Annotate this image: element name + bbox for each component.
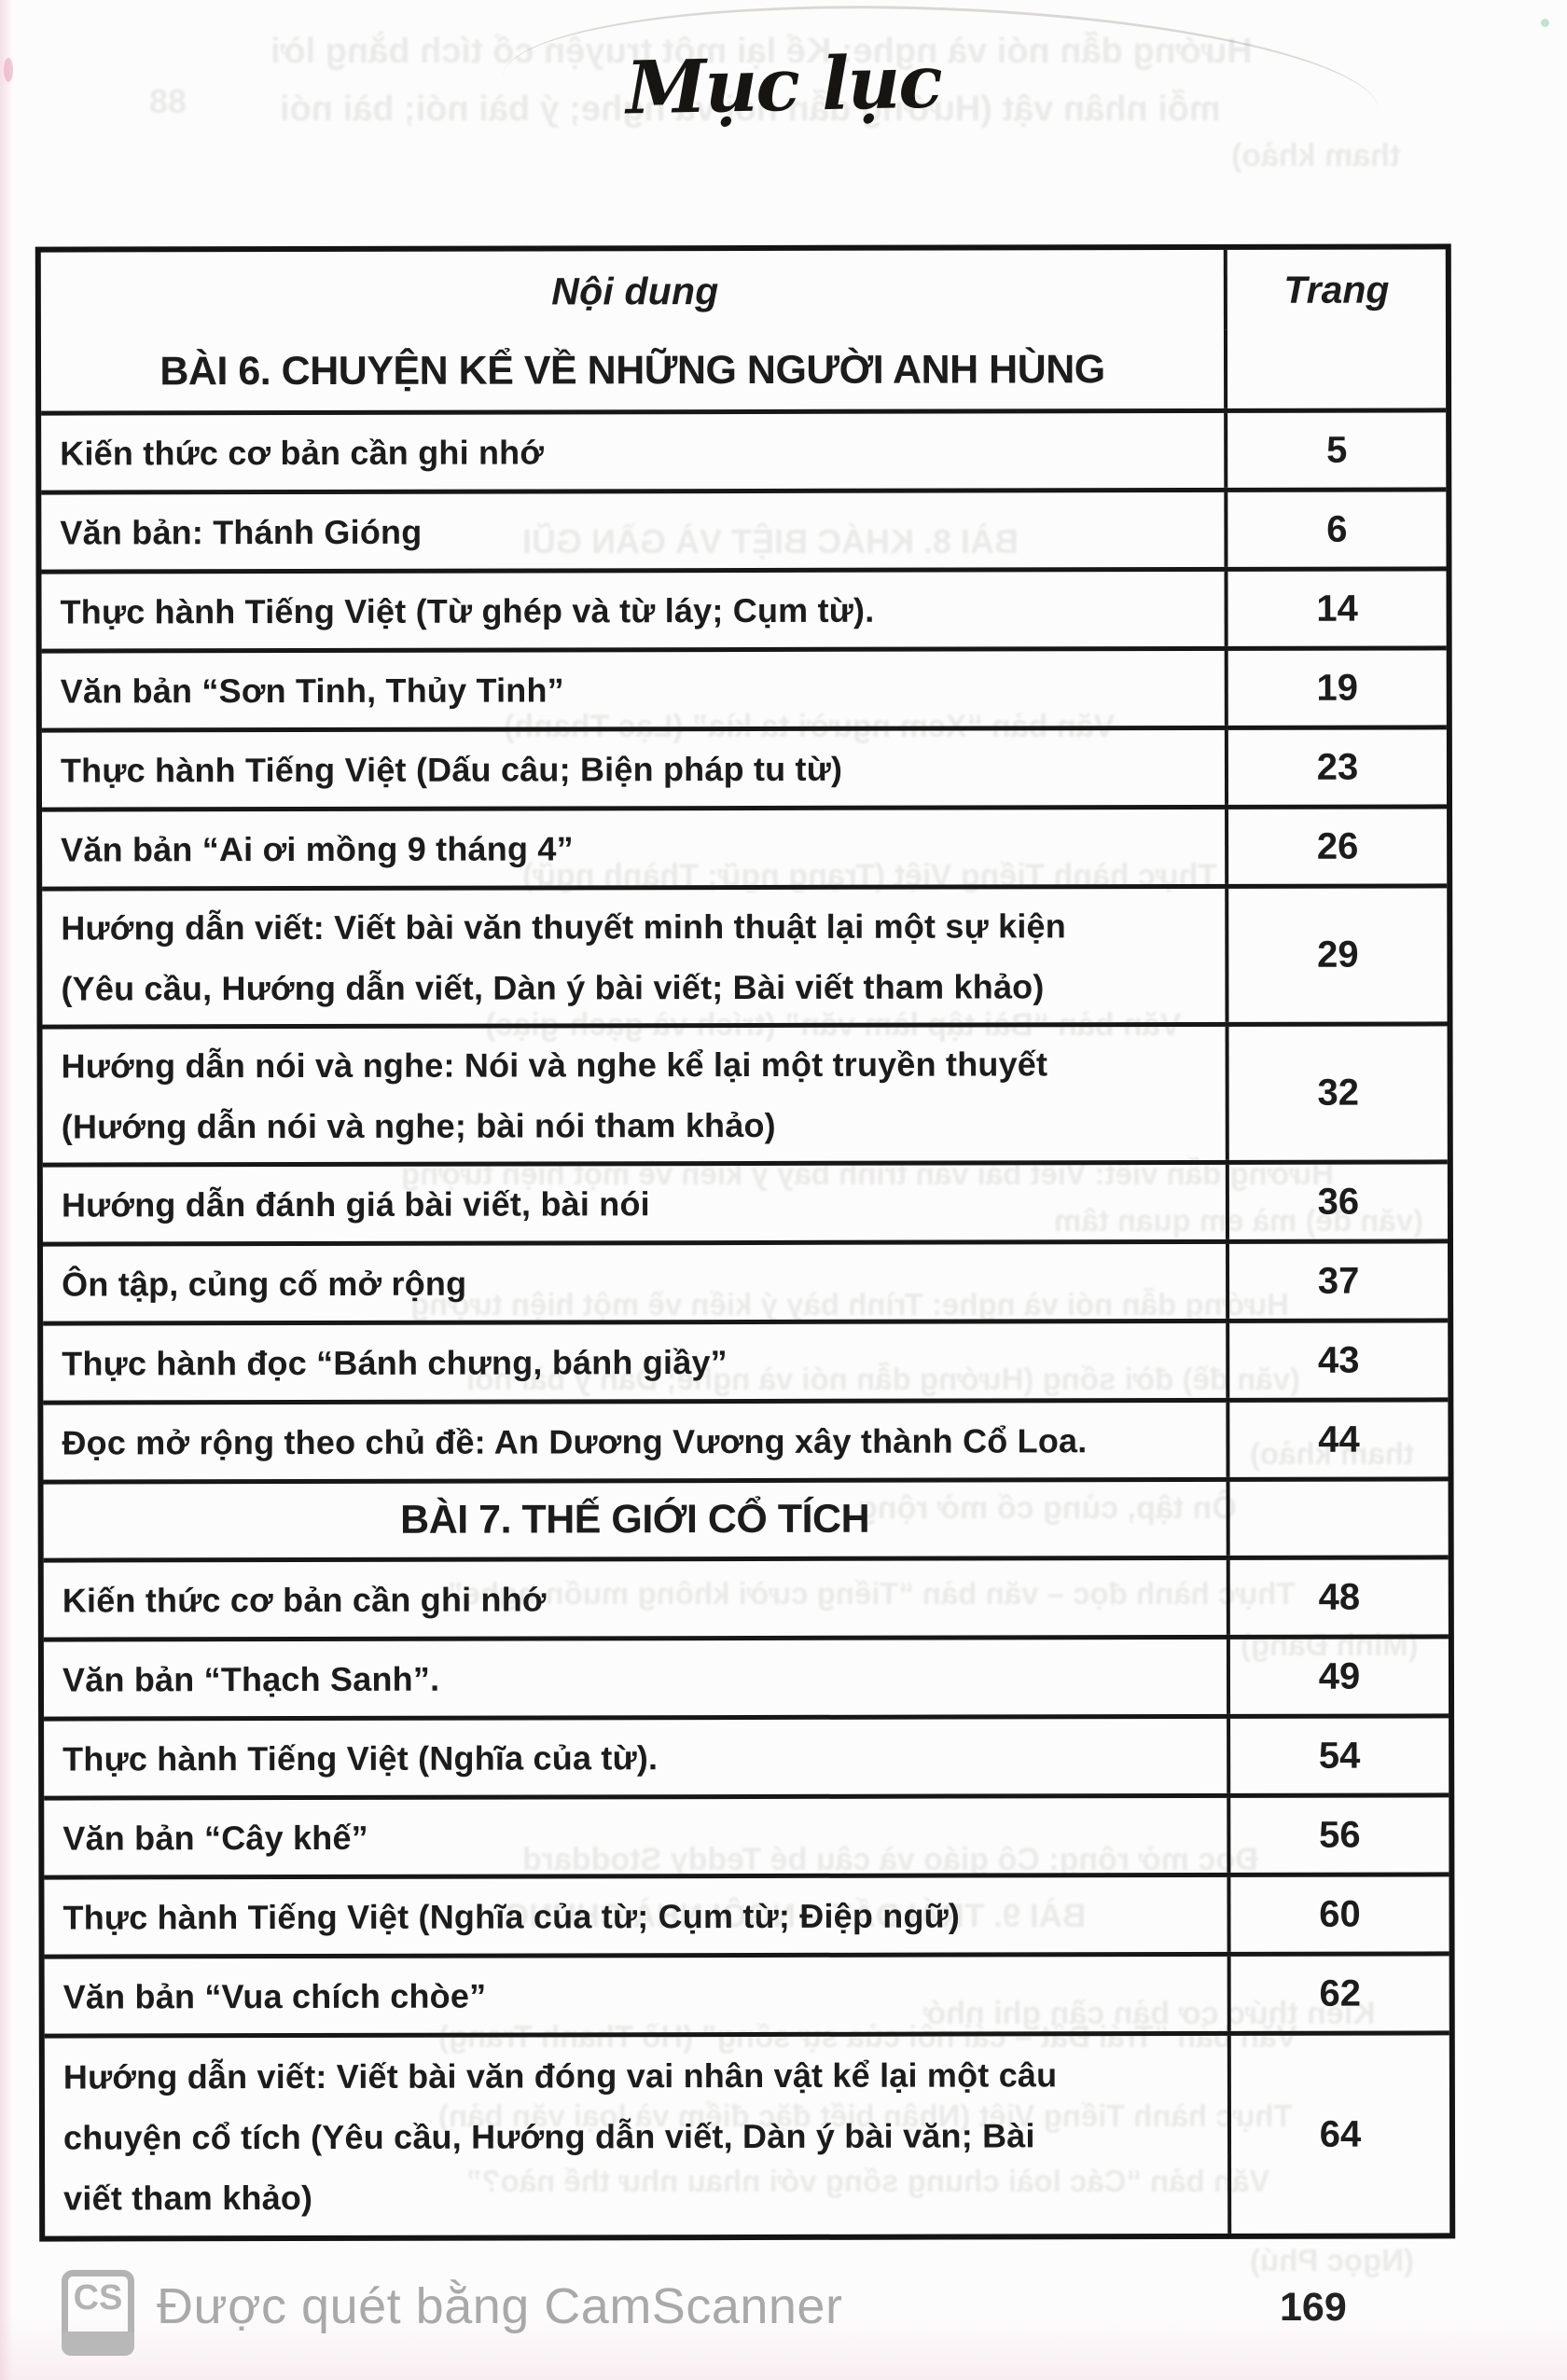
row-page-number: 44 — [1226, 1402, 1449, 1477]
row-content: Hướng dẫn đánh giá bài viết, bài nói — [61, 1183, 650, 1225]
table-row: Văn bản “Ai ơi mồng 9 tháng 4” 26 — [42, 804, 1448, 887]
row-page-number: 32 — [1225, 1026, 1448, 1160]
row-content: Thực hành đọc “Bánh chưng, bánh giầy” — [62, 1342, 728, 1383]
bleedthrough-text: tham khảo) — [1231, 138, 1401, 173]
row-content: Hướng dẫn viết: Viết bài văn đóng vai nh… — [62, 2055, 1058, 2218]
row-page-number: 6 — [1224, 491, 1447, 567]
row-page-number: 5 — [1224, 412, 1447, 488]
camscanner-icon-bed — [62, 2332, 134, 2356]
row-content: Văn bản “Thạch Sanh”. — [62, 1659, 440, 1699]
table-row: Kiến thức cơ bản cần ghi nhớ 5 — [41, 408, 1447, 491]
table-row: Thực hành Tiếng Việt (Từ ghép và từ láy;… — [41, 566, 1447, 649]
table-row: Hướng dẫn đánh giá bài viết, bài nói 36 — [42, 1159, 1448, 1242]
row-page-number — [1223, 329, 1447, 408]
camscanner-watermark-text: Được quét bằng CamScanner — [157, 2278, 843, 2334]
row-page-number: 19 — [1224, 650, 1447, 726]
table-row: Đọc mở rộng theo chủ đề: An Dương Vương … — [43, 1397, 1449, 1480]
row-page-number: 48 — [1226, 1559, 1449, 1635]
table-row: Văn bản: Thánh Gióng 6 — [41, 487, 1447, 570]
table-header-row: Nội dung Trang — [41, 249, 1446, 332]
toc-table: Nội dung Trang BÀI 6. CHUYỆN KỂ VỀ NHỮNG… — [35, 243, 1456, 2242]
camscanner-icon-label: CS — [73, 2278, 123, 2318]
table-row: Thực hành Tiếng Việt (Dấu câu; Biện pháp… — [41, 725, 1448, 808]
row-page-number: 60 — [1227, 1876, 1449, 1952]
table-row: Kiến thức cơ bản cần ghi nhớ 48 — [43, 1555, 1449, 1638]
book-page-number: 169 — [1280, 2285, 1347, 2330]
row-content: BÀI 7. THẾ GIỚI CỔ TÍCH — [400, 1496, 870, 1543]
row-page-number: 37 — [1226, 1243, 1449, 1319]
row-content: Thực hành Tiếng Việt (Nghĩa của từ). — [62, 1737, 659, 1778]
row-page-number: 26 — [1225, 809, 1448, 884]
table-row: Văn bản “Vua chích chòe” 62 — [44, 1951, 1449, 2034]
table-row: Thực hành đọc “Bánh chưng, bánh giầy” 43 — [43, 1318, 1449, 1401]
row-page-number: 29 — [1225, 888, 1448, 1022]
table-row: Thực hành Tiếng Việt (Nghĩa của từ). 54 — [44, 1713, 1449, 1796]
row-content: Hướng dẫn viết: Viết bài văn thuyết minh… — [61, 906, 1066, 1008]
camscanner-icon: CS — [62, 2270, 134, 2356]
section-row: BÀI 7. THẾ GIỚI CỔ TÍCH — [43, 1476, 1449, 1558]
row-page-number: 14 — [1224, 571, 1447, 646]
table-row: Văn bản “Cây khế” 56 — [44, 1792, 1449, 1875]
row-content: Kiến thức cơ bản cần ghi nhớ — [62, 1579, 547, 1620]
header-page-label: Trang — [1223, 249, 1446, 330]
table-row: Thực hành Tiếng Việt (Nghĩa của từ; Cụm … — [44, 1872, 1449, 1955]
row-page-number: 64 — [1227, 2035, 1450, 2234]
section-row: BÀI 6. CHUYỆN KỂ VỀ NHỮNG NGƯỜI ANH HÙNG — [41, 329, 1447, 410]
table-row: Hướng dẫn viết: Viết bài văn thuyết minh… — [42, 883, 1448, 1025]
row-content: Thực hành Tiếng Việt (Từ ghép và từ láy;… — [60, 590, 875, 631]
row-content: Văn bản “Ai ơi mồng 9 tháng 4” — [61, 828, 574, 869]
table-row: Văn bản “Thạch Sanh”. 49 — [43, 1634, 1449, 1717]
row-content: Thực hành Tiếng Việt (Dấu câu; Biện pháp… — [60, 749, 843, 790]
table-row: Hướng dẫn viết: Viết bài văn đóng vai nh… — [44, 2030, 1450, 2236]
table-body: BÀI 6. CHUYỆN KỂ VỀ NHỮNG NGƯỜI ANH HÙNG… — [41, 329, 1450, 2236]
row-content: Thực hành Tiếng Việt (Nghĩa của từ; Cụm … — [62, 1896, 961, 1937]
row-page-number: 56 — [1227, 1797, 1449, 1873]
header-content-label: Nội dung — [551, 269, 719, 312]
scanner-footer: CS Được quét bằng CamScanner 169 — [0, 2264, 1567, 2367]
row-content: Hướng dẫn nói và nghe: Nói và nghe kể lạ… — [61, 1044, 1048, 1146]
row-page-number: 36 — [1225, 1164, 1448, 1239]
row-page-number: 54 — [1227, 1718, 1449, 1793]
row-content: BÀI 6. CHUYỆN KỂ VỀ NHỮNG NGƯỜI ANH HÙNG — [159, 346, 1105, 394]
table-row: Ôn tập, củng cố mở rộng 37 — [42, 1238, 1449, 1321]
row-page-number — [1226, 1481, 1449, 1556]
row-content: Ôn tập, củng cố mở rộng — [62, 1264, 467, 1304]
row-content: Văn bản “Cây khế” — [62, 1818, 368, 1858]
row-page-number: 23 — [1224, 729, 1448, 805]
row-content: Văn bản “Vua chích chòe” — [62, 1976, 487, 2016]
row-content: Văn bản: Thánh Gióng — [60, 512, 423, 552]
row-page-number: 62 — [1227, 1956, 1449, 2031]
row-content: Đọc mở rộng theo chủ đề: An Dương Vương … — [62, 1420, 1088, 1462]
row-page-number: 43 — [1226, 1322, 1449, 1398]
row-content: Văn bản “Sơn Tinh, Thủy Tinh” — [60, 670, 564, 711]
row-content: Kiến thức cơ bản cần ghi nhớ — [60, 432, 545, 473]
table-row: Hướng dẫn nói và nghe: Nói và nghe kể lạ… — [42, 1021, 1448, 1163]
row-page-number: 49 — [1226, 1639, 1449, 1714]
table-row: Văn bản “Sơn Tinh, Thủy Tinh” 19 — [41, 645, 1447, 728]
